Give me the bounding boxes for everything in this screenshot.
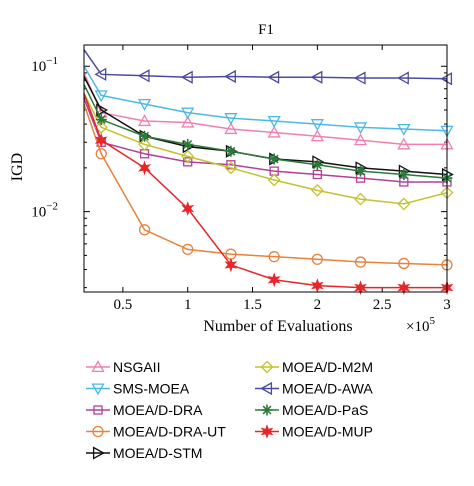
- legend-marker-moea-d-pas: [261, 404, 273, 416]
- data-point-nsgaii: [181, 115, 195, 128]
- data-point-moea-d-m2m: [224, 161, 238, 175]
- chart-title: F1: [258, 22, 274, 38]
- data-point-moea-d-awa: [180, 70, 193, 84]
- legend-label-nsgaii: NSGAII: [113, 359, 160, 375]
- legend-label-moea-d-m2m: MOEA/D-M2M: [282, 359, 373, 375]
- data-point-moea-d-dra: [183, 157, 193, 167]
- data-point-moea-d-awa: [396, 71, 409, 85]
- series-line-moea-d-dra-ut: [83, 103, 448, 266]
- series-line-moea-d-dra: [83, 98, 447, 183]
- data-point-moea-d-pas: [398, 169, 410, 181]
- data-point-moea-d-m2m: [181, 149, 195, 163]
- data-point-moea-d-dra: [226, 160, 236, 170]
- data-point-moea-d-mup: [138, 160, 151, 176]
- data-point-moea-d-awa: [224, 69, 236, 84]
- data-point-moea-d-awa: [310, 70, 323, 84]
- data-point-moea-d-mup: [267, 272, 281, 288]
- data-point-moea-d-mup: [224, 257, 238, 273]
- legend-marker-moea-d-awa: [260, 381, 273, 396]
- legend-marker-moea-d-mup: [260, 424, 274, 439]
- data-point-moea-d-mup: [354, 280, 367, 296]
- data-point-moea-d-m2m: [267, 173, 281, 187]
- series-line-moea-d-awa: [83, 49, 448, 80]
- data-point-sms-moea: [353, 122, 368, 135]
- data-point-moea-d-m2m: [397, 197, 411, 211]
- legend-marker-moea-d-stm: [92, 446, 105, 460]
- data-point-moea-d-pas: [355, 165, 367, 177]
- data-point-sms-moea: [94, 90, 108, 103]
- data-point-sms-moea: [397, 123, 411, 136]
- data-point-moea-d-dra-ut: [182, 243, 194, 256]
- data-point-moea-d-m2m: [138, 137, 151, 151]
- data-point-sms-moea: [137, 98, 152, 111]
- x-tick-label: 2: [314, 297, 322, 313]
- data-point-moea-d-awa: [267, 70, 280, 84]
- data-point-moea-d-pas: [268, 153, 280, 165]
- data-point-moea-d-dra: [312, 169, 323, 180]
- y-tick-label: 10−2: [31, 201, 58, 221]
- legend-label-moea-d-mup: MOEA/D-MUP: [282, 424, 373, 440]
- data-point-moea-d-mup: [181, 201, 195, 216]
- data-point-moea-d-dra-ut: [311, 253, 324, 265]
- legend-label-moea-d-pas: MOEA/D-PaS: [282, 402, 368, 418]
- x-tick-label: 3: [443, 297, 451, 313]
- data-point-moea-d-mup: [397, 280, 411, 296]
- data-point-nsgaii: [224, 122, 238, 135]
- legend-marker-moea-d-dra-ut: [92, 425, 104, 438]
- x-tick-label: 1.5: [243, 297, 262, 313]
- x-axis-multiplier: ×105: [406, 315, 435, 335]
- data-point-moea-d-pas: [182, 138, 194, 150]
- data-point-sms-moea: [310, 119, 324, 131]
- legend-label-moea-d-stm: MOEA/D-STM: [113, 445, 202, 461]
- data-point-moea-d-awa: [94, 67, 107, 81]
- data-point-sms-moea: [224, 113, 238, 125]
- y-axis-label: IGD: [9, 153, 26, 181]
- data-point-moea-d-awa: [353, 71, 366, 85]
- data-point-moea-d-dra-ut: [268, 251, 280, 263]
- data-point-sms-moea: [181, 107, 195, 120]
- legend-label-moea-d-dra-ut: MOEA/D-DRA-UT: [113, 424, 226, 440]
- data-point-sms-moea: [267, 115, 281, 128]
- data-point-moea-d-m2m: [354, 192, 367, 206]
- x-axis-label: Number of Evaluations: [203, 318, 352, 335]
- series-line-sms-moea: [83, 65, 448, 132]
- series-line-nsgaii: [83, 72, 447, 146]
- data-point-moea-d-pas: [225, 145, 237, 157]
- data-point-moea-d-awa: [440, 72, 453, 86]
- data-point-nsgaii: [137, 114, 152, 127]
- legend-marker-nsgaii: [91, 360, 105, 373]
- y-tick-label: 10−1: [31, 55, 58, 75]
- x-tick-label: 0.5: [114, 297, 133, 313]
- series-line-moea-d-pas: [83, 84, 448, 179]
- data-point-nsgaii: [353, 133, 368, 146]
- series-line-moea-d-m2m: [83, 93, 448, 205]
- data-point-nsgaii: [267, 125, 281, 138]
- x-tick-label: 2.5: [373, 297, 392, 313]
- data-point-moea-d-dra-ut: [398, 257, 410, 270]
- legend-marker-sms-moea: [91, 383, 105, 396]
- data-point-moea-d-m2m: [310, 183, 324, 197]
- series-line-moea-d-mup: [83, 93, 447, 289]
- plot-frame: [83, 44, 448, 293]
- legend-marker-moea-d-m2m: [260, 360, 274, 374]
- data-point-moea-d-pas: [311, 159, 323, 171]
- data-point-moea-d-awa: [137, 69, 150, 83]
- data-point-moea-d-pas: [95, 114, 107, 126]
- legend-label-moea-d-awa: MOEA/D-AWA: [282, 381, 373, 397]
- data-point-nsgaii: [397, 137, 411, 150]
- data-point-nsgaii: [310, 129, 324, 142]
- legend-marker-moea-d-dra: [93, 405, 103, 415]
- x-tick-label: 1: [184, 297, 192, 313]
- legend-label-moea-d-dra: MOEA/D-DRA: [113, 402, 203, 418]
- legend-label-sms-moea: SMS-MOEA: [113, 381, 190, 397]
- data-point-moea-d-dra-ut: [95, 148, 107, 160]
- data-point-moea-d-pas: [139, 130, 151, 142]
- data-point-moea-d-mup: [94, 132, 108, 148]
- data-point-moea-d-dra-ut: [354, 256, 367, 268]
- data-point-moea-d-dra-ut: [138, 224, 151, 236]
